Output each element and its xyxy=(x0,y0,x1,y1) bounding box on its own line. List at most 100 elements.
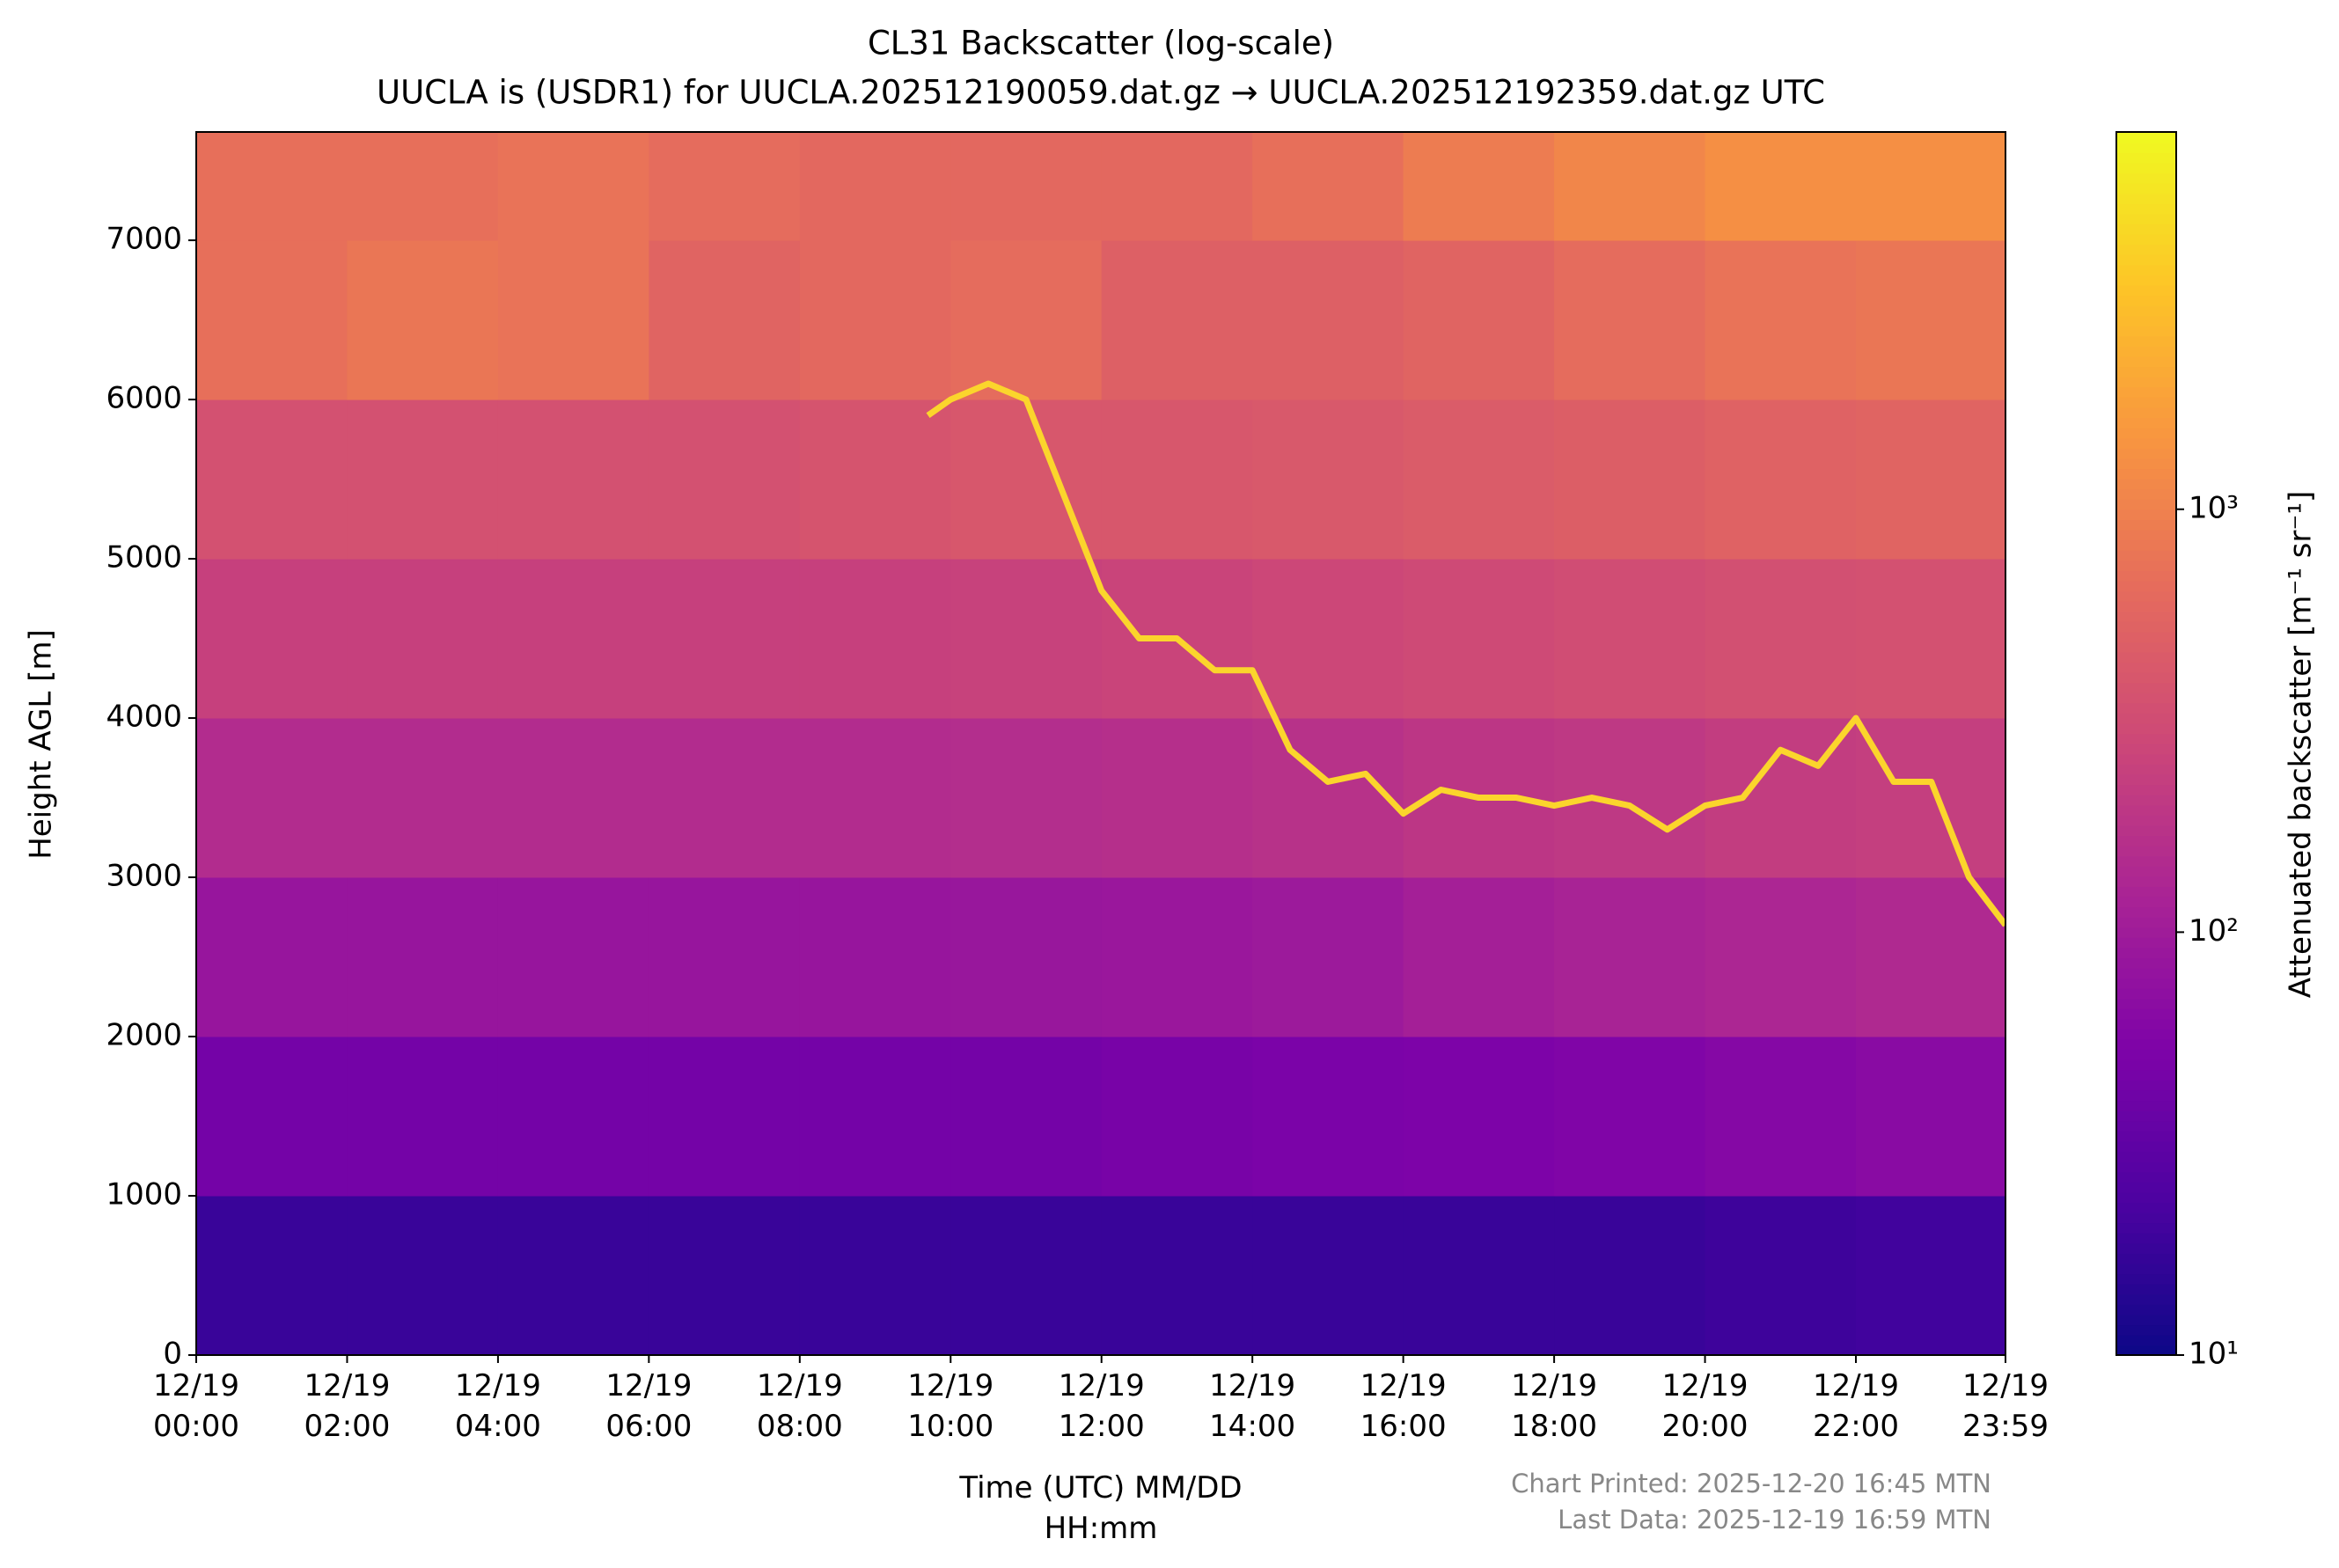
colorbar-segment xyxy=(2116,641,2176,653)
heat-cell xyxy=(1101,399,1253,560)
colorbar-segment xyxy=(2116,702,2176,714)
colorbar-segment xyxy=(2116,203,2176,215)
heat-cell xyxy=(799,718,951,878)
colorbar-segment xyxy=(2116,916,2176,928)
colorbar-tick-label: 10¹ xyxy=(2189,1337,2239,1372)
heat-cell xyxy=(1403,559,1555,719)
heat-cell xyxy=(347,132,499,241)
y-tick-label: 3000 xyxy=(106,859,182,894)
colorbar-segment xyxy=(2116,417,2176,429)
colorbar-segment xyxy=(2116,845,2176,857)
heat-cell xyxy=(347,399,499,560)
colorbar-segment xyxy=(2116,957,2176,969)
colorbar-segment xyxy=(2116,1120,2176,1132)
colorbar-segment xyxy=(2116,407,2176,419)
heat-cell xyxy=(196,240,348,400)
colorbar-segment xyxy=(2116,1059,2176,1071)
x-tick-label: 12/19 14:00 xyxy=(1209,1368,1296,1444)
colorbar-segment xyxy=(2116,162,2176,174)
colorbar-segment xyxy=(2116,397,2176,408)
colorbar-segment xyxy=(2116,458,2176,470)
heat-cell xyxy=(1101,877,1253,1037)
colorbar-segment xyxy=(2116,549,2176,561)
colorbar-segment xyxy=(2116,1242,2176,1254)
colorbar-segment xyxy=(2116,335,2176,348)
heat-cell xyxy=(1856,1196,2005,1355)
heat-cell xyxy=(1554,877,1706,1037)
colorbar-segment xyxy=(2116,193,2176,204)
colorbar-segment xyxy=(2116,753,2176,765)
colorbar-segment xyxy=(2116,1100,2176,1111)
colorbar-segment xyxy=(2116,937,2176,949)
heat-cell xyxy=(649,1196,801,1355)
colorbar-segment xyxy=(2116,815,2176,826)
heat-cell xyxy=(1403,132,1555,241)
heat-cell xyxy=(649,877,801,1037)
heat-cell xyxy=(1101,718,1253,878)
heat-cell xyxy=(497,559,649,719)
heat-cell xyxy=(497,1037,649,1197)
colorbar-segment xyxy=(2116,1069,2176,1081)
colorbar-segment xyxy=(2116,172,2176,184)
heat-cell xyxy=(799,877,951,1037)
heat-cell xyxy=(1403,1196,1555,1355)
colorbar-segment xyxy=(2116,315,2176,326)
heat-cell xyxy=(347,718,499,878)
heat-cell xyxy=(649,399,801,560)
colorbar-segment xyxy=(2116,1345,2176,1356)
colorbar-segment xyxy=(2116,539,2176,551)
heat-cell xyxy=(1705,1037,1857,1197)
heat-cell xyxy=(649,240,801,400)
x-axis-label: Time (UTC) MM/DD HH:mm xyxy=(959,1470,1243,1546)
heat-cell xyxy=(1101,132,1253,241)
colorbar-segment xyxy=(2116,824,2176,837)
colorbar-segment xyxy=(2116,1089,2176,1102)
colorbar-segment xyxy=(2116,631,2176,642)
x-tick-label: 12/19 00:00 xyxy=(153,1368,239,1444)
colorbar-frame xyxy=(2115,131,2177,1356)
colorbar-segment xyxy=(2116,1018,2176,1030)
heat-cell xyxy=(1554,1037,1706,1197)
heat-cell xyxy=(196,559,348,719)
colorbar-segment xyxy=(2116,1029,2176,1040)
colorbar-segment xyxy=(2116,437,2176,449)
colorbar-segment xyxy=(2116,1110,2176,1122)
colorbar-segment xyxy=(2116,580,2176,592)
colorbar-segment xyxy=(2116,1273,2176,1285)
x-tick-label: 12/19 08:00 xyxy=(756,1368,843,1444)
colorbar-segment xyxy=(2116,326,2176,337)
x-tick-label: 12/19 18:00 xyxy=(1511,1368,1598,1444)
colorbar-segment xyxy=(2116,1314,2176,1326)
colorbar-segment xyxy=(2116,947,2176,959)
colorbar-label: Attenuated backscatter [m⁻¹ sr⁻¹] xyxy=(2284,491,2319,999)
heat-cell xyxy=(497,877,649,1037)
colorbar-segment xyxy=(2116,499,2176,510)
heat-cell xyxy=(347,240,499,400)
x-tick-label: 12/19 02:00 xyxy=(304,1368,391,1444)
colorbar-segment xyxy=(2116,427,2176,439)
heat-cell xyxy=(1252,1196,1404,1355)
colorbar-segment xyxy=(2116,1161,2176,1173)
colorbar-segment xyxy=(2116,1334,2176,1346)
heat-cell xyxy=(1252,399,1404,560)
colorbar-segment xyxy=(2116,284,2176,297)
colorbar-segment xyxy=(2116,1171,2176,1183)
colorbar-segment xyxy=(2116,835,2176,846)
footnote: Chart Printed: 2025-12-20 16:45 MTN xyxy=(1511,1469,1991,1498)
footnote: Last Data: 2025-12-19 16:59 MTN xyxy=(1558,1505,1991,1535)
colorbar-segment xyxy=(2116,366,2176,377)
colorbar-segment xyxy=(2116,621,2176,633)
heat-cell xyxy=(950,132,1103,241)
heat-cell xyxy=(799,1037,951,1197)
colorbar-segment xyxy=(2116,998,2176,1009)
colorbar-segment xyxy=(2116,570,2176,582)
heat-cell xyxy=(1856,132,2005,241)
heat-cell xyxy=(1705,877,1857,1037)
colorbar-segment xyxy=(2116,682,2176,693)
x-tick-label: 12/19 04:00 xyxy=(454,1368,541,1444)
heat-cell xyxy=(196,132,348,241)
heat-cell xyxy=(1856,718,2005,878)
colorbar-segment xyxy=(2116,1049,2176,1060)
